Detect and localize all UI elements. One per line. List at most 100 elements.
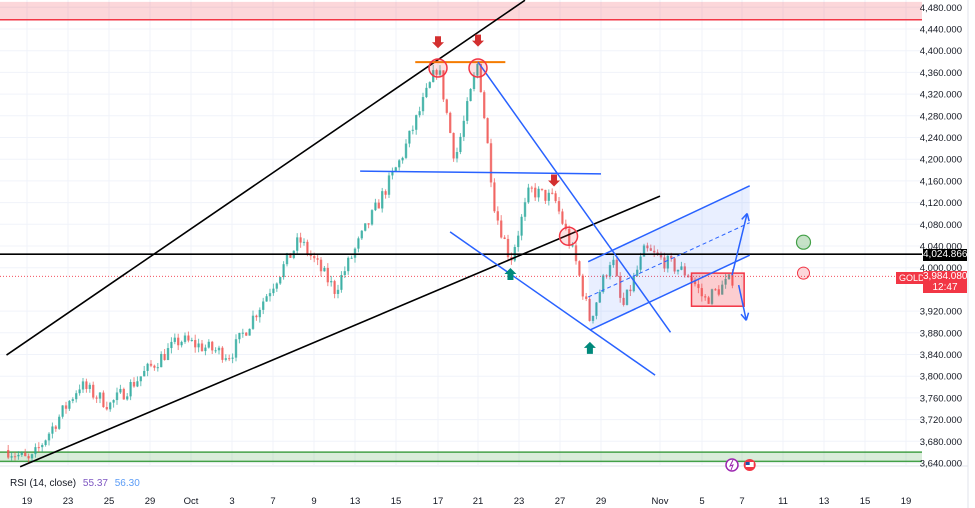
candle-body — [262, 301, 265, 310]
level-price-tag: 4,024.866 — [923, 249, 968, 261]
time-tick-label: 21 — [473, 496, 484, 507]
candle-body — [632, 275, 636, 292]
candle-body — [319, 259, 323, 272]
candle-body — [323, 267, 326, 272]
candle-body — [7, 449, 10, 458]
drawings[interactable] — [0, 0, 922, 472]
price-tick-label: 4,000.000 — [920, 263, 962, 274]
price-tick-label: 3,800.000 — [920, 372, 962, 383]
candle-body — [92, 384, 95, 398]
candle-body — [224, 358, 228, 360]
candle-body — [435, 70, 438, 75]
time-axis[interactable]: 19 23 25 29 Oct 3 7 9 13 15 17 21 23 27 29 Nov 5 7 11 13 15 1… — [22, 496, 912, 507]
arrow-down-icon — [432, 36, 444, 49]
candle-body — [88, 384, 92, 389]
candle-body — [296, 237, 299, 251]
candle-body — [285, 253, 289, 265]
candle-body — [585, 296, 588, 299]
candle-body — [54, 426, 58, 429]
candle-body — [364, 223, 367, 231]
candle-body — [595, 302, 598, 316]
price-tick-label: 3,760.000 — [920, 393, 962, 404]
candle-body — [581, 275, 585, 297]
channel-upper[interactable] — [587, 185, 751, 263]
candle-body — [98, 392, 102, 399]
price-axis[interactable]: 4,480.000 4,440.000 4,400.000 4,360.000 4,32… — [920, 3, 962, 470]
candle-body — [398, 160, 401, 168]
neckline[interactable] — [360, 170, 602, 175]
candle-body — [44, 440, 47, 446]
candle-body — [75, 393, 78, 400]
candle-body — [537, 188, 540, 198]
target-up-circle[interactable] — [795, 234, 812, 250]
flag-canton — [745, 462, 750, 465]
candle-body — [357, 238, 360, 249]
target-down-circle[interactable] — [797, 266, 810, 280]
support-zone — [0, 452, 922, 462]
candle-body — [489, 143, 493, 183]
candle-body — [670, 255, 673, 259]
highlight-circle[interactable] — [558, 226, 579, 246]
candle-body — [78, 389, 81, 394]
projection-arrow-up-head — [746, 213, 750, 222]
candle-body — [506, 238, 510, 258]
highlight-circle[interactable] — [468, 58, 488, 78]
time-tick-label: 15 — [391, 496, 402, 507]
candle-body — [520, 216, 523, 236]
candle-body — [619, 276, 622, 298]
candle-body — [81, 381, 85, 390]
candle-body — [336, 289, 340, 294]
candle-body — [391, 171, 394, 176]
rsi-legend[interactable]: RSI (14, close) 55.37 56.30 — [10, 478, 144, 489]
candles — [0, 61, 922, 464]
candle-body — [636, 269, 639, 276]
time-tick-label: 17 — [433, 496, 444, 507]
candle-body — [347, 257, 350, 272]
symbol-badge: GOLD — [896, 272, 928, 284]
candle-body — [608, 265, 612, 277]
candle-body — [27, 456, 30, 459]
projection-arrow-up[interactable] — [731, 213, 748, 276]
candle-body — [721, 284, 724, 295]
candle-body — [408, 130, 411, 144]
candle-body — [554, 193, 557, 202]
candle-body — [411, 129, 415, 131]
candle-body — [680, 266, 683, 270]
candle-body — [367, 223, 370, 225]
price-tick-label: 4,160.000 — [920, 176, 962, 187]
candle-body — [557, 201, 561, 212]
price-tick-label: 4,240.000 — [920, 133, 962, 144]
candle-body — [333, 281, 336, 294]
lightning-glyph — [729, 459, 734, 471]
candle-body — [177, 337, 180, 346]
candle-body — [68, 400, 71, 409]
price-tick-label: 4,480.000 — [920, 3, 962, 14]
descending-line-1[interactable] — [477, 61, 672, 333]
candle-body — [653, 250, 656, 253]
projection-arrow-down[interactable] — [737, 284, 748, 321]
candle-body — [61, 405, 64, 417]
price-tick-label: 4,080.000 — [920, 220, 962, 231]
channel-fill[interactable] — [588, 185, 750, 331]
time-tick-label: 3 — [229, 496, 234, 507]
candle-body — [455, 152, 459, 159]
candle-body — [483, 92, 486, 119]
channel-mid[interactable] — [587, 222, 750, 298]
time-tick-label: 13 — [350, 496, 361, 507]
descending-line-2[interactable] — [449, 231, 656, 376]
candle-body — [479, 63, 483, 93]
candle-body — [143, 370, 146, 377]
candle-body — [251, 315, 255, 329]
candle-body — [527, 187, 530, 203]
time-tick-label: 19 — [22, 496, 33, 507]
lower-trendline[interactable] — [19, 195, 661, 468]
candle-body — [476, 63, 479, 76]
candle-body — [136, 381, 139, 387]
candle-body — [605, 275, 608, 277]
upper-trendline[interactable] — [6, 0, 526, 356]
highlight-circle[interactable] — [428, 58, 448, 78]
channel-lower[interactable] — [589, 254, 751, 331]
candle-body — [384, 191, 387, 195]
